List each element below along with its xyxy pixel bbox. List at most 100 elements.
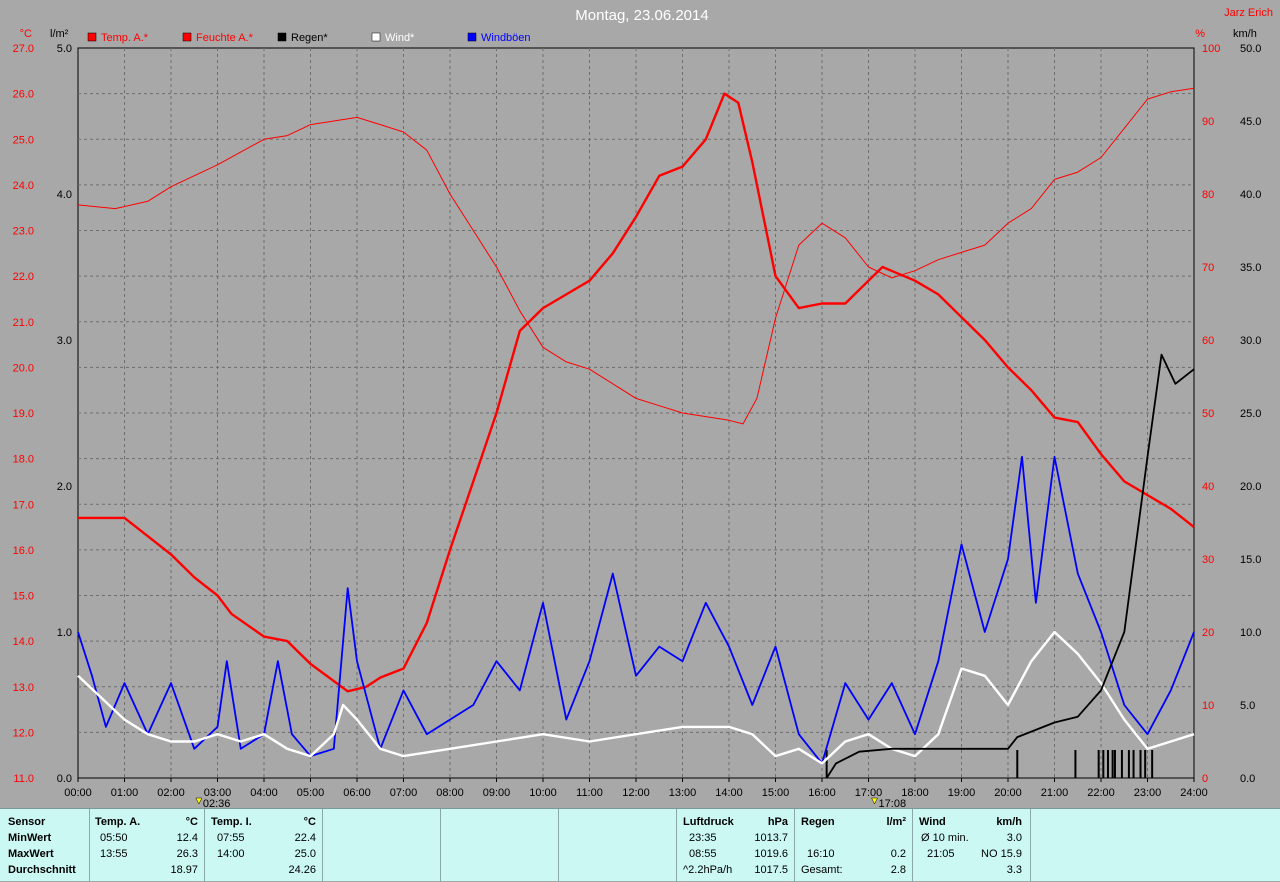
weather-chart: Montag, 23.06.2014 Jarz Erich °C l/m² % …: [12, 7, 1273, 808]
wind-tick-label: 5.0: [1240, 700, 1255, 712]
humidity-tick-label: 30: [1202, 554, 1214, 566]
temp-tick-label: 27.0: [13, 43, 34, 55]
wind-tick-label: 0.0: [1240, 773, 1255, 785]
grid-lines: [78, 48, 1194, 778]
temp-a-min-time: 05:50: [100, 832, 128, 844]
x-tick-label: 16:00: [808, 787, 836, 799]
wind-tick-label: 20.0: [1240, 481, 1261, 493]
temp-axis-unit: °C: [20, 28, 32, 40]
temp-a-average: 18.97: [170, 864, 198, 876]
author-label: Jarz Erich: [1224, 7, 1273, 19]
x-tick-label: 12:00: [622, 787, 650, 799]
rain-tick-label: 5.0: [57, 43, 72, 55]
x-tick-label: 23:00: [1134, 787, 1162, 799]
legend-label: Windböen: [481, 32, 531, 44]
legend-swatch: [87, 32, 97, 42]
axis-labels: 11.0 12.0 13.0 14.0 15.0 16.0 17.0 18.0 19.0 20.0…: [13, 43, 1262, 799]
time-marker-icon: [195, 797, 203, 805]
wind-tick-label: 15.0: [1240, 554, 1261, 566]
x-tick-label: 11:00: [576, 787, 603, 799]
humidity-tick-label: 70: [1202, 262, 1214, 274]
min-row-label: MinWert: [8, 832, 52, 844]
legend-swatch: [467, 32, 477, 42]
pressure-trend-value: 1017.5: [754, 864, 788, 876]
humidity-tick-label: 100: [1202, 43, 1220, 55]
series-wind: [77, 630, 1195, 765]
time-marker-label: 17:08: [879, 798, 907, 808]
temp-tick-label: 16.0: [13, 545, 34, 557]
x-tick-label: 07:00: [390, 787, 418, 799]
temp-tick-label: 25.0: [13, 134, 34, 146]
pressure-max-time: 08:55: [689, 848, 717, 860]
x-tick-label: 17:00: [855, 787, 883, 799]
x-tick-label: 14:00: [715, 787, 743, 799]
wind-axis-unit: km/h: [1233, 28, 1257, 40]
time-marker-label: 02:36: [203, 798, 231, 808]
temp-i-header: Temp. I.: [211, 816, 252, 828]
temp-tick-label: 13.0: [13, 682, 34, 694]
x-tick-label: 22:00: [1087, 787, 1115, 799]
temp-i-min-value: 22.4: [294, 832, 316, 844]
temp-tick-label: 17.0: [13, 499, 34, 511]
wind-tick-label: 35.0: [1240, 262, 1261, 274]
x-tick-label: 19:00: [948, 787, 976, 799]
x-tick-label: 04:00: [250, 787, 278, 799]
empty-column-1: [323, 809, 441, 882]
wind-unit: km/h: [996, 816, 1022, 828]
rain-total-label: Gesamt:: [801, 864, 843, 876]
wind-min-value: 3.0: [1006, 832, 1022, 844]
temp-a-header: Temp. A.: [95, 816, 141, 828]
temp-a-column: Temp. A. °C 05:50 12.4 13:55 26.3 18.97: [90, 809, 205, 882]
x-tick-label: 08:00: [436, 787, 464, 799]
rain-tick-label: 1.0: [57, 627, 72, 639]
legend-swatch: [277, 32, 287, 42]
temp-tick-label: 14.0: [13, 636, 34, 648]
x-tick-label: 06:00: [343, 787, 371, 799]
rain-max-value: 0.2: [890, 848, 906, 860]
x-tick-label: 01:00: [111, 787, 139, 799]
wind-max-value: NO 15.9: [981, 848, 1022, 860]
wind-tick-label: 10.0: [1240, 627, 1261, 639]
avg-row-label: Durchschnitt: [8, 864, 76, 876]
wind-tick-label: 30.0: [1240, 335, 1261, 347]
x-tick-label: 18:00: [901, 787, 929, 799]
series-regen: [825, 353, 1195, 779]
sensor-header: Sensor: [8, 816, 46, 828]
humidity-tick-label: 60: [1202, 335, 1214, 347]
rain-bars: [825, 750, 1154, 778]
humidity-tick-label: 80: [1202, 189, 1214, 201]
rain-tick-label: 3.0: [57, 335, 72, 347]
series-temp-a: [78, 92, 1195, 693]
wind-tick-label: 25.0: [1240, 408, 1261, 420]
time-markers: 02:36 17:08: [195, 797, 907, 808]
legend-label: Wind*: [385, 32, 415, 44]
x-tick-label: 00:00: [64, 787, 92, 799]
rain-tick-label: 2.0: [57, 481, 72, 493]
pressure-min-time: 23:35: [689, 832, 717, 844]
legend-swatch: [371, 32, 381, 42]
x-tick-label: 03:00: [204, 787, 232, 799]
wind-max-time: 21:05: [927, 848, 955, 860]
x-tick-label: 05:00: [297, 787, 325, 799]
wind-header: Wind: [919, 816, 946, 828]
temp-tick-label: 24.0: [13, 180, 34, 192]
chart-title: Montag, 23.06.2014: [575, 7, 708, 24]
x-tick-label: 09:00: [483, 787, 511, 799]
wind-tick-label: 50.0: [1240, 43, 1261, 55]
rain-tick-label: 0.0: [57, 773, 72, 785]
legend-label: Feuchte A.*: [196, 32, 254, 44]
rain-total-value: 2.8: [890, 864, 906, 876]
chart-legend: Temp. A.* Feuchte A.* Regen* Wind* Windböen: [87, 32, 531, 44]
temp-tick-label: 12.0: [13, 727, 34, 739]
x-tick-label: 02:00: [157, 787, 185, 799]
pressure-unit: hPa: [767, 816, 788, 828]
temp-tick-label: 11.0: [13, 773, 34, 785]
humidity-tick-label: 0: [1202, 773, 1208, 785]
humidity-tick-label: 20: [1202, 627, 1214, 639]
pressure-min-value: 1013.7: [754, 832, 788, 844]
temp-a-min-value: 12.4: [176, 832, 198, 844]
temp-tick-label: 23.0: [13, 226, 34, 238]
x-tick-label: 10:00: [529, 787, 557, 799]
empty-column-2: [441, 809, 559, 882]
